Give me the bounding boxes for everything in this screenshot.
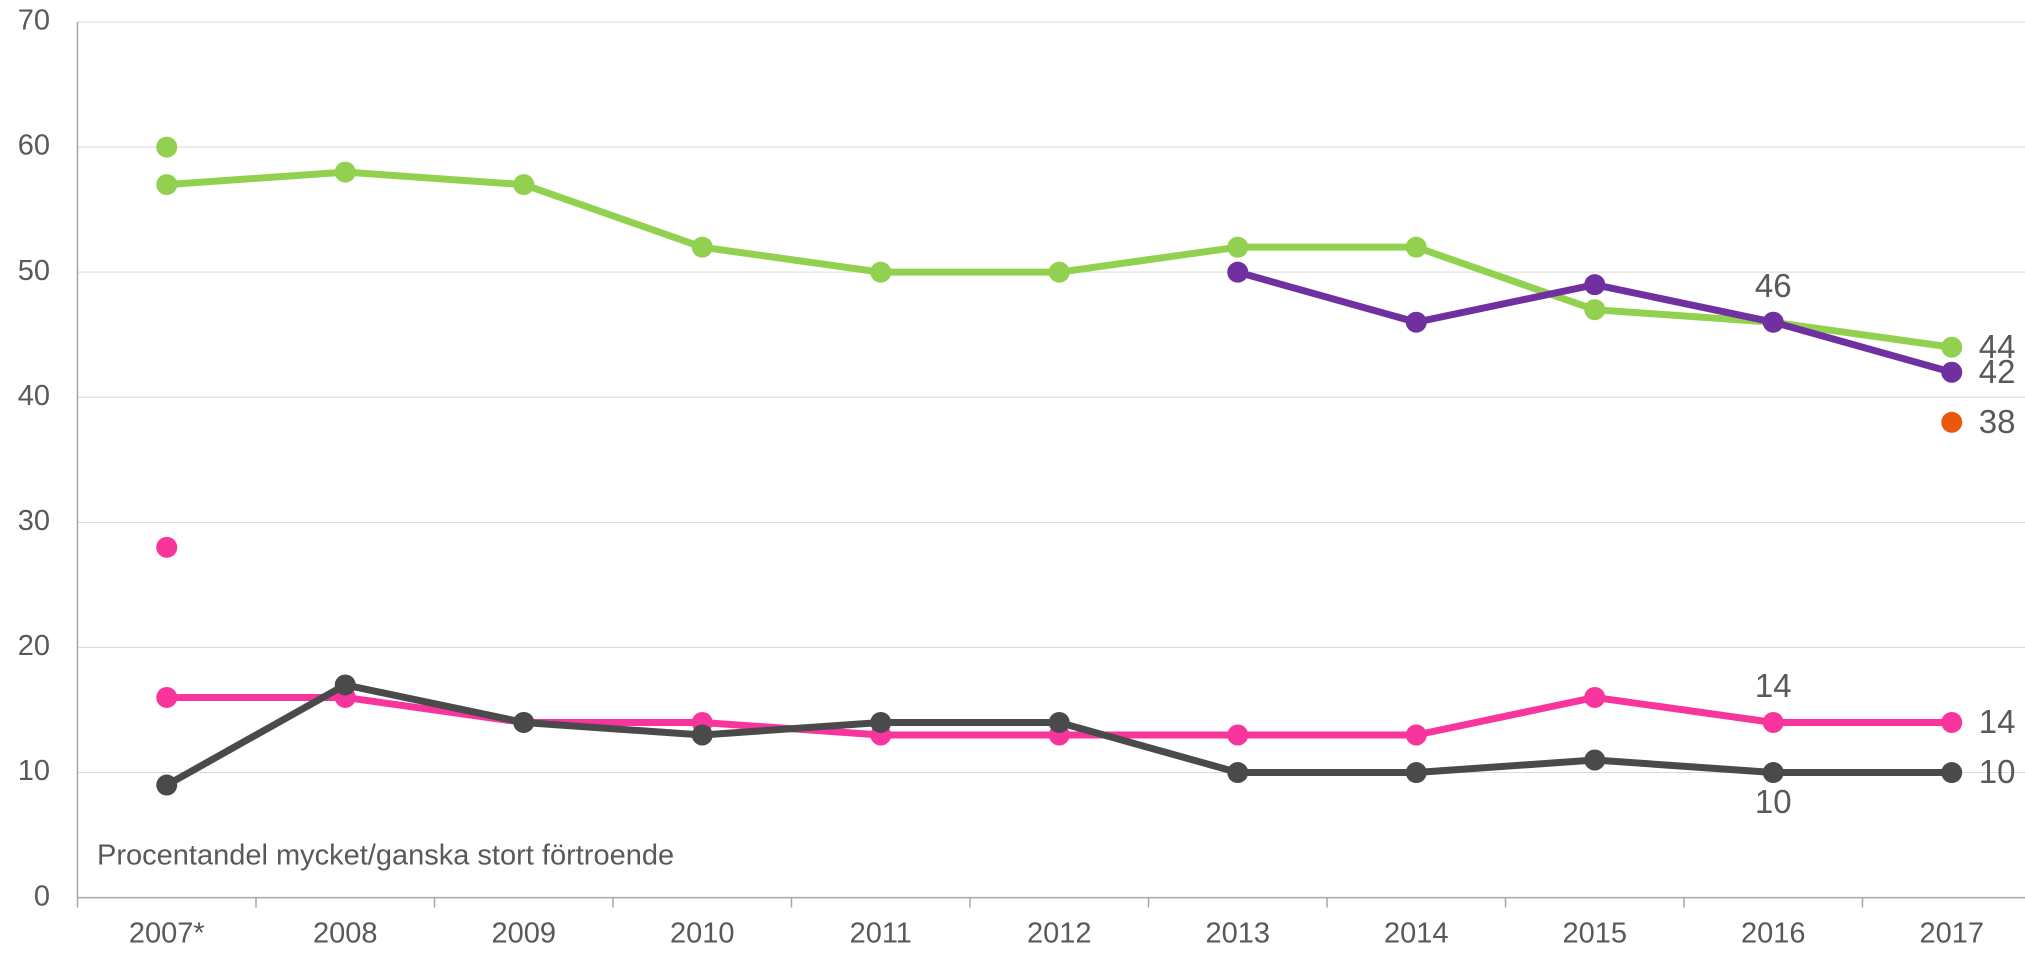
x-tick-label: 2017	[1919, 917, 1984, 949]
data-point	[156, 174, 178, 196]
data-point	[156, 136, 178, 158]
data-point	[1405, 724, 1427, 746]
data-point	[513, 711, 535, 733]
data-point	[1227, 724, 1249, 746]
x-tick-label: 2013	[1205, 917, 1270, 949]
data-label: 46	[1755, 267, 1792, 304]
data-label: 10	[1979, 753, 2016, 790]
data-point	[156, 536, 178, 558]
data-point	[334, 161, 356, 183]
data-point	[870, 261, 892, 283]
y-tick-label: 40	[18, 380, 50, 412]
data-point	[1941, 411, 1963, 433]
data-point	[1405, 762, 1427, 784]
data-point	[691, 236, 713, 258]
x-tick-label: 2008	[313, 917, 378, 949]
x-tick-label: 2012	[1027, 917, 1092, 949]
data-point	[1584, 749, 1606, 771]
data-point	[1227, 261, 1249, 283]
data-point	[1941, 711, 1963, 733]
data-label: 38	[1979, 403, 2016, 440]
x-tick-label: 2015	[1562, 917, 1627, 949]
data-point	[156, 774, 178, 796]
data-point	[1941, 336, 1963, 358]
x-tick-label: 2009	[491, 917, 556, 949]
x-tick-label: 2014	[1384, 917, 1449, 949]
x-tick-label: 2010	[670, 917, 735, 949]
x-tick-label: 2011	[850, 917, 912, 949]
data-point	[870, 711, 892, 733]
data-point	[1048, 261, 1070, 283]
y-tick-label: 0	[34, 880, 50, 912]
y-tick-label: 70	[18, 5, 50, 37]
y-tick-label: 60	[18, 130, 50, 162]
data-point	[1584, 686, 1606, 708]
data-point	[1762, 711, 1784, 733]
y-tick-label: 30	[18, 505, 50, 537]
x-tick-label: 2007*	[129, 917, 205, 949]
data-point	[1405, 236, 1427, 258]
data-point	[1227, 762, 1249, 784]
data-point	[1405, 311, 1427, 333]
data-point	[1048, 711, 1070, 733]
data-label: 14	[1979, 703, 2016, 740]
data-label: 14	[1755, 667, 1792, 704]
data-point	[1584, 299, 1606, 321]
y-tick-label: 20	[18, 630, 50, 662]
data-point	[1762, 762, 1784, 784]
data-point	[334, 674, 356, 696]
data-label: 44	[1979, 328, 2016, 365]
y-tick-label: 50	[18, 255, 50, 287]
data-point	[513, 174, 535, 196]
data-label: 42	[1979, 353, 2016, 390]
y-tick-label: 10	[18, 755, 50, 787]
data-point	[1584, 274, 1606, 296]
data-point	[1941, 762, 1963, 784]
series-line	[166, 168, 1953, 351]
x-tick-label: 2016	[1741, 917, 1806, 949]
data-point	[1227, 236, 1249, 258]
data-label: 10	[1755, 783, 1792, 820]
data-point	[1941, 361, 1963, 383]
data-point	[691, 724, 713, 746]
data-point	[156, 686, 178, 708]
annotation: Procentandel mycket/ganska stort förtroe…	[97, 840, 674, 872]
data-point	[1762, 311, 1784, 333]
